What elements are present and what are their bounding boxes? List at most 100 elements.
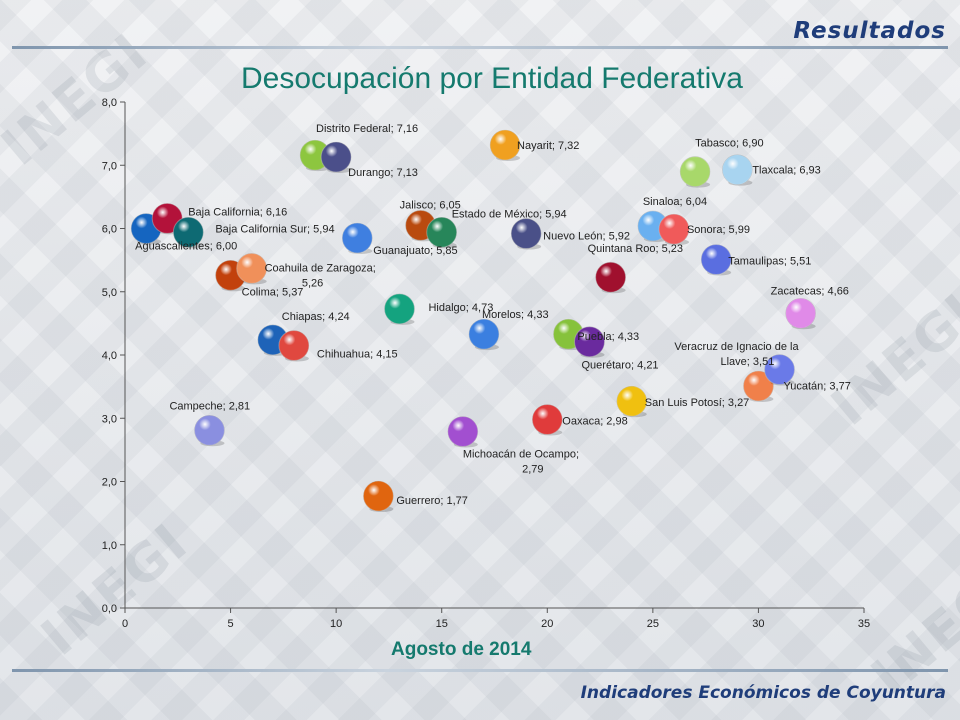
point-highlight: [362, 480, 394, 512]
y-tick-label: 4,0: [102, 350, 117, 362]
point-label: Zacatecas; 4,66: [771, 285, 849, 297]
chart-title: Desocupación por Entidad Federativa: [241, 62, 743, 95]
x-tick-label: 5: [228, 618, 234, 630]
point-label: Veracruz de Ignacio de la Llave; 3,51: [674, 341, 799, 368]
data-point: [194, 414, 225, 446]
x-tick-label: 10: [330, 618, 342, 630]
point-label: Guerrero; 1,77: [396, 495, 468, 507]
data-point: [426, 216, 458, 248]
point-highlight: [489, 129, 521, 161]
point-highlight: [193, 414, 225, 446]
data-point: [341, 222, 373, 254]
point-highlight: [721, 154, 753, 186]
point-label: Sonora; 5,99: [687, 224, 750, 236]
point-highlight: [278, 330, 310, 362]
point-label: San Luis Potosí; 3,27: [645, 397, 750, 409]
data-point: [320, 141, 352, 173]
top-divider: [12, 46, 948, 49]
x-tick-label: 35: [858, 618, 870, 630]
data-point: [574, 326, 605, 358]
y-tick-label: 5,0: [102, 287, 117, 299]
point-highlight: [320, 141, 352, 173]
data-point: [764, 354, 795, 385]
data-point: [595, 261, 626, 293]
point-label: Baja California; 6,16: [188, 206, 287, 218]
point-highlight: [742, 370, 774, 402]
point-highlight: [785, 297, 817, 329]
point-label: Estado de México; 5,94: [452, 208, 567, 220]
point-label: Morelos; 4,33: [482, 309, 549, 321]
point-label: Nayarit; 7,32: [517, 140, 579, 152]
x-tick-label: 0: [122, 618, 128, 630]
point-label: Querétaro; 4,21: [582, 360, 659, 372]
data-point: [785, 297, 816, 329]
point-label: Nuevo León; 5,92: [543, 231, 630, 243]
data-point: [658, 213, 690, 245]
point-label: Baja California Sur; 5,94: [215, 223, 334, 235]
data-point: [722, 154, 753, 185]
x-tick-label: 30: [752, 618, 764, 630]
point-label: Durango; 7,13: [348, 167, 418, 179]
x-tick-label: 20: [541, 618, 553, 630]
point-highlight: [531, 404, 563, 436]
data-point: [236, 253, 267, 284]
x-tick-label: 25: [647, 618, 659, 630]
point-label: Oaxaca; 2,98: [562, 416, 627, 428]
point-highlight: [172, 216, 204, 248]
y-tick-label: 8,0: [102, 97, 117, 109]
point-highlight: [700, 243, 732, 275]
point-highlight: [447, 416, 479, 448]
point-highlight: [510, 218, 542, 250]
point-label: Quintana Roo; 5,23: [588, 243, 683, 255]
y-tick-label: 0,0: [102, 603, 117, 615]
data-point: [510, 218, 542, 249]
point-label: Coahuila de Zaragoza; 5,26: [265, 262, 376, 289]
point-highlight: [764, 354, 796, 386]
footer-text: Indicadores Económicos de Coyuntura: [580, 683, 946, 703]
point-label: Chiapas; 4,24: [282, 311, 350, 323]
point-highlight: [574, 326, 606, 358]
point-label: Yucatán; 3,77: [784, 381, 851, 393]
data-point: [616, 385, 648, 417]
chart-labels: Aguascalientes; 6,00 Baja California; 6,1…: [135, 123, 851, 507]
data-point: [173, 216, 204, 248]
point-highlight: [595, 261, 627, 293]
bottom-divider: [12, 669, 948, 672]
point-label: Distrito Federal; 7,16: [316, 123, 418, 135]
x-tick-label: 15: [436, 618, 448, 630]
point-highlight: [151, 202, 183, 234]
point-highlight: [426, 216, 458, 248]
y-tick-label: 7,0: [102, 160, 117, 172]
point-label: Jalisco; 6,05: [400, 199, 461, 211]
data-point: [384, 293, 415, 325]
point-label: Colima; 5,37: [242, 286, 304, 298]
data-point: [700, 244, 732, 275]
point-label: Puebla; 4,33: [577, 331, 639, 343]
data-point: [151, 203, 183, 234]
point-highlight: [383, 293, 415, 325]
chart-axes: 0,0 1,0 2,0 3,0 4,0 5,0 6,0 7,0 8,0 0 5 10 15 20 25 30 3…: [102, 97, 870, 630]
point-label: Hidalgo; 4,73: [428, 302, 493, 314]
point-highlight: [679, 156, 711, 188]
section-title: Resultados: [793, 18, 946, 44]
point-highlight: [236, 252, 268, 284]
data-point: [679, 156, 711, 187]
point-label: Tlaxcala; 6,93: [752, 165, 820, 177]
point-highlight: [658, 213, 690, 245]
data-point: [447, 416, 479, 447]
point-highlight: [616, 385, 648, 417]
point-label: Sinaloa; 6,04: [643, 196, 707, 208]
point-label: Tamaulipas; 5,51: [728, 255, 811, 267]
point-highlight: [468, 318, 500, 350]
data-point: [278, 330, 310, 361]
point-label: Michoacán de Ocampo; 2,79: [463, 449, 579, 476]
data-point: [743, 370, 774, 402]
y-tick-label: 3,0: [102, 413, 117, 425]
point-highlight: [341, 222, 373, 254]
data-point: [531, 404, 563, 435]
chart-subtitle: Agosto de 2014: [391, 639, 532, 660]
point-label: Aguascalientes; 6,00: [135, 241, 237, 253]
data-point: [468, 318, 500, 350]
